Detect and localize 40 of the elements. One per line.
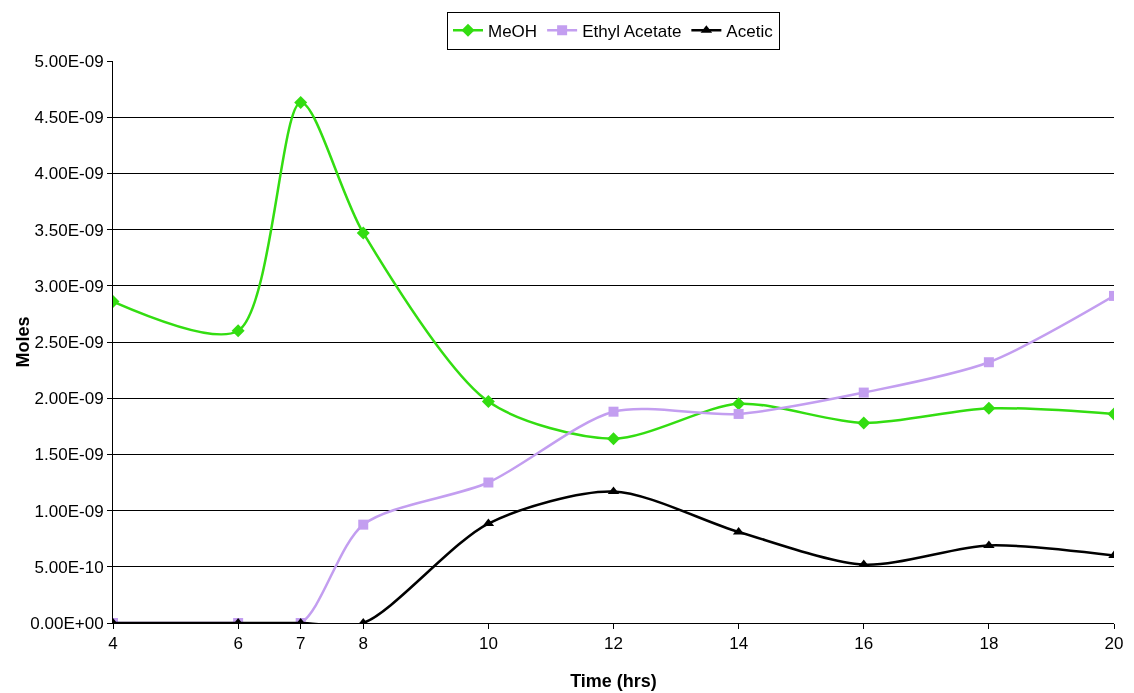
y-tick-label: 5.00E-09 (34, 51, 104, 71)
x-tick-label: 6 (233, 634, 243, 654)
point (483, 477, 494, 488)
y-tick-label: 2.00E-09 (34, 389, 104, 409)
y-axis-title: Moles (12, 316, 33, 368)
legend-label: MeOH (488, 21, 538, 41)
point (356, 226, 370, 240)
point (231, 324, 245, 338)
point (732, 397, 746, 411)
legend-label: Ethyl Acetate (582, 21, 682, 41)
y-tick-label: 4.00E-09 (34, 164, 104, 184)
point (481, 395, 495, 409)
x-tick-label: 18 (979, 634, 999, 654)
y-tick-label: 1.50E-09 (34, 445, 104, 465)
point (608, 406, 619, 417)
y-tick-label: 4.50E-09 (34, 108, 104, 128)
x-tick-label: 14 (729, 634, 749, 654)
point (858, 387, 869, 398)
point (733, 408, 744, 419)
x-tick-label: 12 (604, 634, 623, 654)
point (294, 96, 308, 110)
x-tick-label: 10 (478, 634, 498, 654)
x-tick-label: 4 (108, 634, 118, 654)
point (857, 416, 871, 430)
y-tick-label: 5.00E-10 (34, 557, 104, 577)
y-tick-label: 2.50E-09 (34, 332, 104, 352)
point (982, 401, 996, 415)
y-tick-label: 0.00E+00 (30, 613, 104, 633)
y-tick-label: 3.50E-09 (34, 220, 104, 240)
x-tick-label: 7 (295, 634, 306, 654)
x-tick-label: 16 (854, 634, 874, 654)
x-tick-label: 8 (358, 634, 368, 654)
x-tick-label: 20 (1104, 634, 1124, 654)
point (358, 519, 369, 530)
legend-label: Acetic (726, 21, 774, 41)
point (607, 432, 620, 446)
y-tick-label: 1.00E-09 (34, 501, 104, 521)
y-tick-label: 3.00E-09 (34, 276, 104, 296)
x-axis-title: Time (hrs) (570, 671, 657, 691)
point (983, 357, 994, 368)
